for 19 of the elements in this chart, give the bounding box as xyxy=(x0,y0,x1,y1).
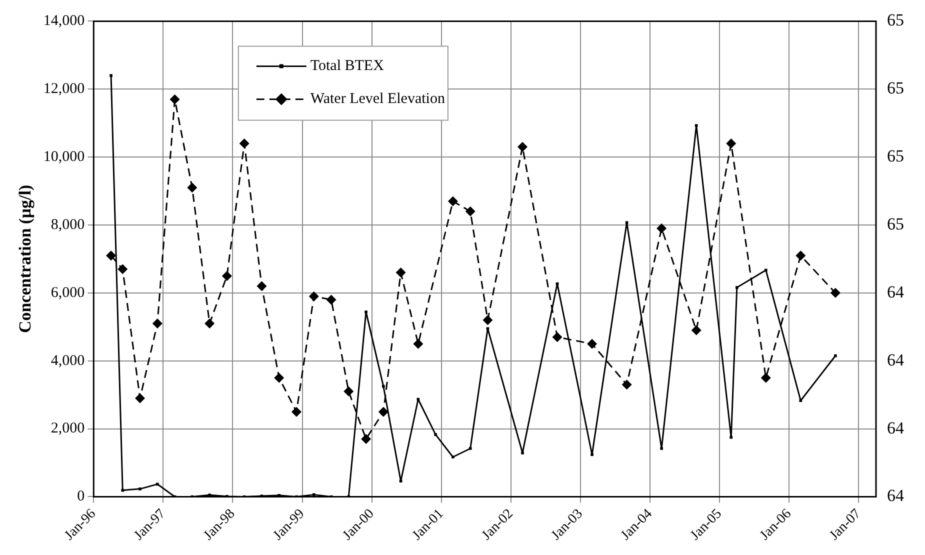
y2-tick-label: 64 xyxy=(887,486,904,506)
legend-label: Water Level Elevation xyxy=(310,91,446,108)
y2-tick-label: 65 xyxy=(887,146,904,166)
y2-tick-label: 65 xyxy=(887,214,904,234)
y2-tick-label: 64 xyxy=(887,350,904,370)
y2-tick-label: 64 xyxy=(887,282,904,302)
y-tick-label: 8,000 xyxy=(50,216,85,233)
y2-tick-label: 65 xyxy=(887,78,904,98)
y-tick-label: 2,000 xyxy=(50,420,85,437)
y-axis-title: Concentration (µg/l) xyxy=(16,184,35,334)
y-tick-label: 6,000 xyxy=(50,284,85,301)
y-tick-label: 14,000 xyxy=(43,13,85,30)
y-tick-label: 10,000 xyxy=(43,149,85,166)
y2-tick-label: 65 xyxy=(887,10,904,30)
y-tick-label: 0 xyxy=(77,488,85,505)
y2-tick-label: 64 xyxy=(887,418,904,438)
y-tick-label: 12,000 xyxy=(43,81,85,98)
y-tick-label: 4,000 xyxy=(50,352,85,369)
legend-label: Total BTEX xyxy=(310,58,384,74)
